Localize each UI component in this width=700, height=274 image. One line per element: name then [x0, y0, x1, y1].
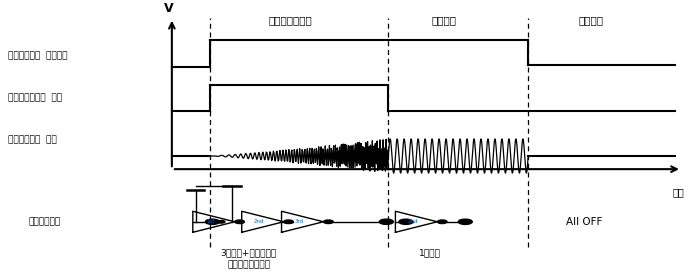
Circle shape [218, 221, 225, 223]
Text: 高速起動モード  オン: 高速起動モード オン [8, 94, 62, 103]
Circle shape [237, 221, 242, 223]
Text: 定常状態: 定常状態 [432, 16, 457, 25]
Text: 水晶発振回路  出力: 水晶発振回路 出力 [8, 136, 57, 145]
Text: 1段構成: 1段構成 [419, 248, 441, 257]
Text: 2nd: 2nd [407, 219, 418, 224]
Circle shape [379, 219, 393, 224]
Text: 2nd: 2nd [254, 219, 265, 224]
Text: V: V [164, 2, 173, 15]
Circle shape [284, 220, 293, 224]
Text: 水晶発振回路  電源オン: 水晶発振回路 電源オン [8, 52, 67, 61]
Text: 時間: 時間 [672, 188, 684, 198]
Text: 高速起動モード: 高速起動モード [269, 16, 312, 25]
Circle shape [205, 219, 219, 224]
Text: 3rd: 3rd [295, 219, 304, 224]
Circle shape [458, 219, 472, 224]
Text: 増幅器の構成: 増幅器の構成 [29, 217, 61, 226]
Circle shape [323, 220, 333, 224]
Text: 3段構成+容量フィー
ドフォワードパス: 3段構成+容量フィー ドフォワードパス [220, 248, 276, 269]
Text: All OFF: All OFF [566, 217, 602, 227]
Circle shape [234, 220, 244, 224]
Text: 電源オフ: 電源オフ [578, 16, 603, 25]
Circle shape [438, 220, 447, 224]
Text: 1st: 1st [206, 219, 214, 224]
Circle shape [399, 219, 413, 224]
